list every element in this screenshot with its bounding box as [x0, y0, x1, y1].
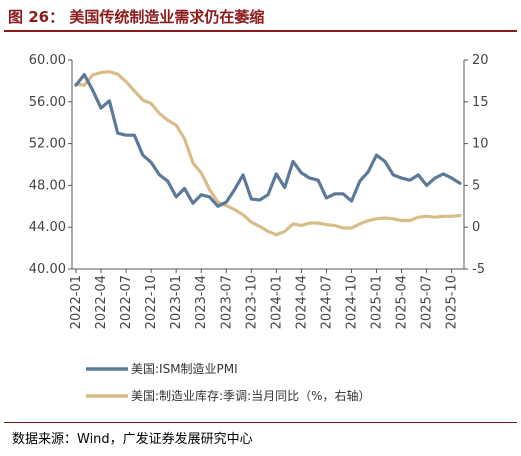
left-tick-label: 56.00	[29, 95, 66, 110]
right-tick-label: 20	[472, 53, 489, 68]
source-rule	[4, 422, 517, 423]
right-tick-label: 5	[472, 178, 480, 193]
left-tick-label: 40.00	[29, 262, 66, 277]
x-tick-label: 2024-10	[344, 275, 359, 329]
x-tick-label: 2023-10	[244, 275, 259, 329]
x-tick-label: 2023-01	[169, 275, 184, 329]
right-tick-label: -5	[472, 262, 485, 277]
x-tick-label: 2025-07	[420, 275, 435, 329]
chart-legend: 美国:ISM制造业PMI 美国:制造业库存:季调:当月同比（%，右轴）	[86, 362, 371, 403]
series-line-pmi	[74, 72, 462, 208]
right-tick-label: 10	[472, 137, 489, 152]
x-tick-label: 2022-07	[119, 275, 134, 329]
figure-source: 数据来源：Wind，广发证券发展研究中心	[12, 432, 253, 447]
chart: 40.00 44.00 48.00 52.00 56.00 60.00 -5 0 5 10 15 20…	[29, 53, 489, 403]
title-rule	[4, 30, 517, 32]
left-tick-label: 60.00	[29, 53, 66, 68]
x-tick-label: 2023-04	[194, 275, 209, 329]
left-tick-label: 44.00	[29, 220, 66, 235]
right-tick-label: 15	[472, 95, 489, 110]
left-tick-label: 52.00	[29, 137, 66, 152]
x-tick-label: 2024-01	[269, 275, 284, 329]
x-tick-label: 2023-07	[219, 275, 234, 329]
chart-plot-area	[74, 70, 462, 237]
figure-title: 图 26： 美国传统制造业需求仍在萎缩	[8, 8, 265, 26]
x-tick-label: 2024-04	[294, 275, 309, 329]
legend-label-inventory: 美国:制造业库存:季调:当月同比（%，右轴）	[131, 388, 371, 403]
x-tick-label: 2025-10	[445, 275, 460, 329]
series-line-inventory	[74, 70, 462, 237]
left-tick-label: 48.00	[29, 178, 66, 193]
x-tick-label: 2022-10	[144, 275, 159, 329]
x-tick-label: 2022-01	[69, 275, 84, 329]
x-tick-label: 2025-04	[395, 275, 410, 329]
chart-axes: 40.00 44.00 48.00 52.00 56.00 60.00 -5 0 5 10 15 20…	[29, 53, 489, 329]
x-tick-label: 2024-07	[319, 275, 334, 329]
x-tick-label: 2022-04	[94, 275, 109, 329]
legend-label-pmi: 美国:ISM制造业PMI	[131, 362, 238, 376]
right-tick-label: 0	[472, 220, 480, 235]
x-tick-label: 2025-01	[370, 275, 385, 329]
